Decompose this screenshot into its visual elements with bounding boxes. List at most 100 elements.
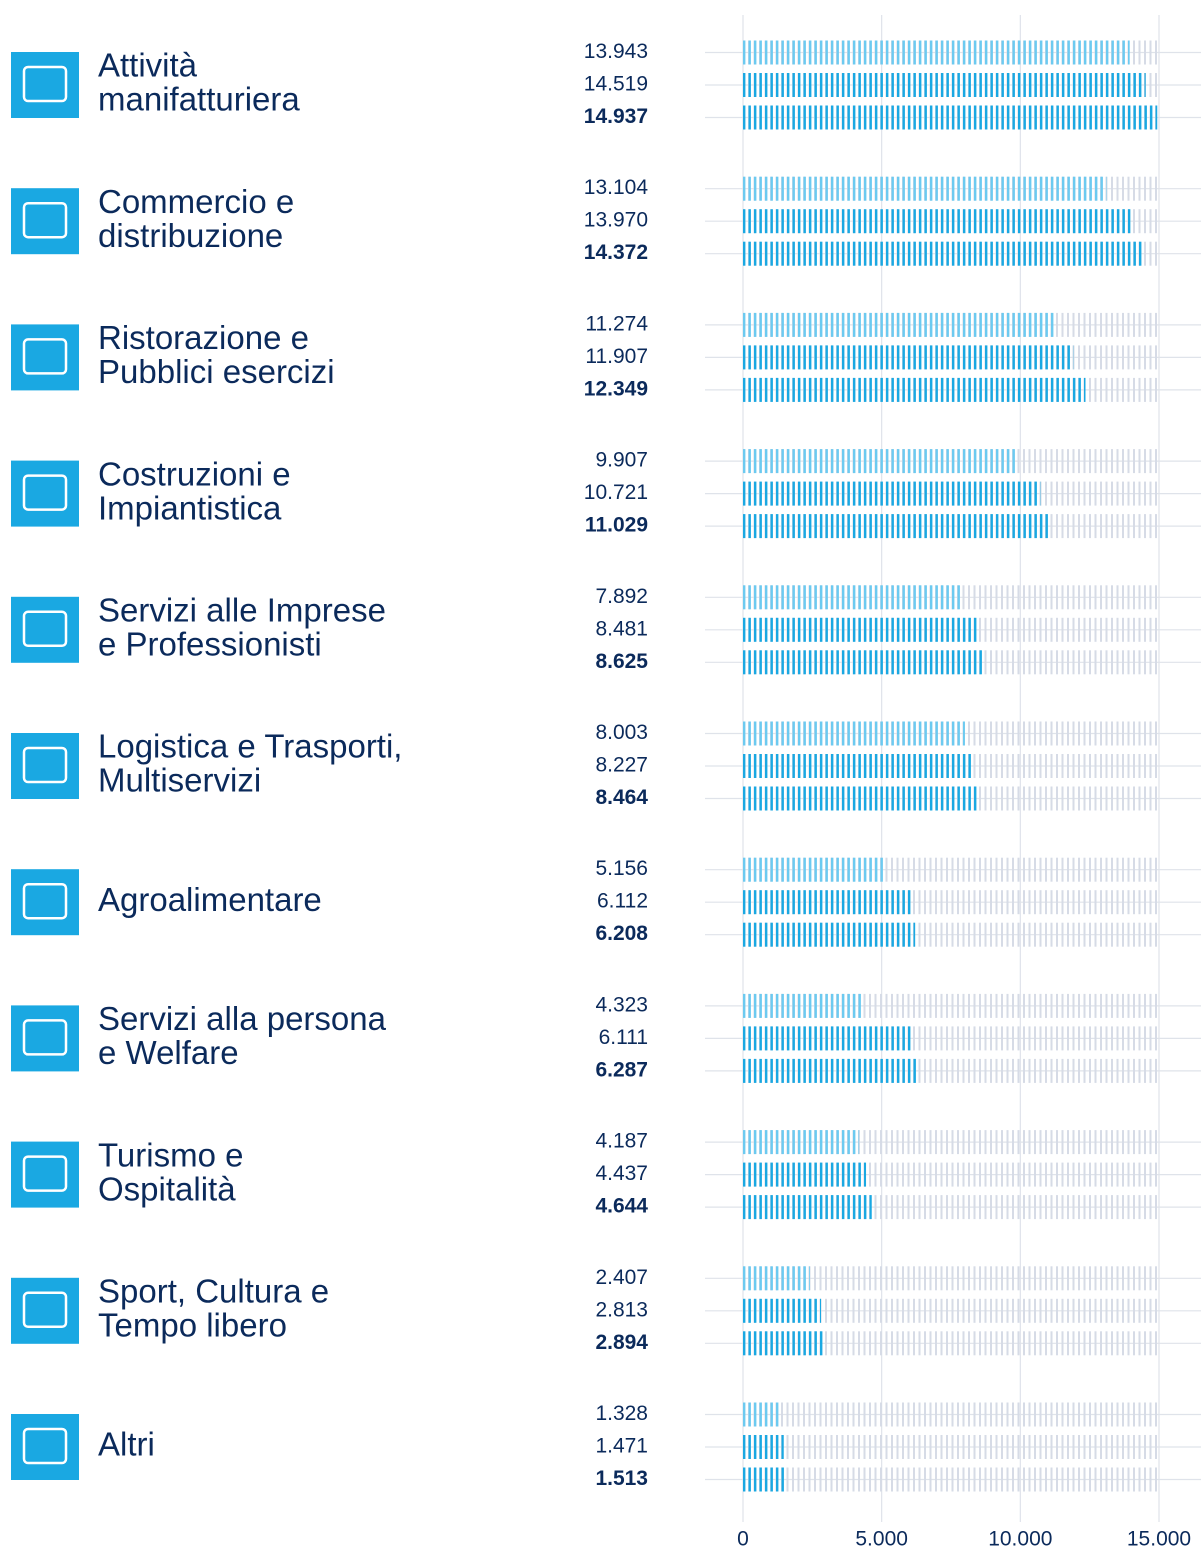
value-label: 11.907 (585, 345, 648, 368)
category-label: Costruzioni e (98, 455, 291, 492)
bar (743, 1266, 810, 1291)
icon-box (11, 324, 79, 391)
value-label: 6.111 (599, 1026, 648, 1049)
icon-box (11, 869, 79, 936)
bar (743, 922, 916, 947)
category-label: e Welfare (98, 1034, 239, 1071)
icon-box (11, 52, 79, 118)
category-label: Servizi alla persona (98, 1000, 387, 1037)
value-label: 6.287 (595, 1058, 648, 1081)
category-label: Sport, Cultura e (98, 1273, 329, 1310)
bar (743, 721, 965, 746)
icon-box (11, 460, 79, 527)
icon-box (11, 596, 79, 663)
category-label: Tempo libero (98, 1307, 287, 1344)
value-label: 13.970 (584, 209, 648, 232)
bar (743, 1402, 780, 1427)
category-label: Ristorazione e (98, 319, 309, 356)
category-label: Pubblici esercizi (98, 353, 335, 390)
bar-track (743, 1435, 1159, 1459)
value-label: 12.349 (584, 377, 648, 400)
value-label: 14.372 (584, 241, 648, 264)
category-icon (11, 324, 79, 391)
value-label: 8.003 (595, 721, 648, 744)
icon-glyph (22, 1427, 68, 1465)
category-icon (11, 188, 79, 255)
x-tick-label: 10.000 (988, 1528, 1052, 1551)
bar (743, 40, 1130, 65)
x-tick-label: 5.000 (855, 1528, 908, 1551)
value-label: 9.907 (595, 449, 648, 472)
category-label: Turismo e (98, 1136, 243, 1173)
bar (743, 890, 913, 915)
bar (743, 617, 979, 642)
bar (743, 312, 1056, 337)
bar (743, 449, 1018, 474)
value-label: 14.937 (584, 105, 648, 128)
value-label: 4.187 (595, 1130, 648, 1153)
value-label: 6.112 (597, 890, 648, 913)
x-tick-label: 15.000 (1127, 1528, 1191, 1551)
bar (743, 105, 1158, 130)
bar (743, 1130, 860, 1155)
bar (743, 377, 1086, 402)
category-icon (11, 596, 79, 663)
value-label: 5.156 (595, 857, 648, 880)
bar (743, 993, 863, 1018)
bar-track (743, 1402, 1159, 1427)
bar (743, 345, 1074, 370)
bar (743, 754, 972, 778)
category-label: Multiservizi (98, 762, 261, 799)
bar (743, 176, 1107, 201)
bar (743, 1026, 913, 1051)
bar-track (743, 1266, 1159, 1291)
bar (743, 481, 1041, 506)
category-label: Ospitalità (98, 1170, 236, 1207)
category-label: Logistica e Trasporti, (98, 728, 402, 765)
category-label: distribuzione (98, 217, 283, 254)
category-icon (11, 1277, 79, 1344)
value-label: 10.721 (584, 481, 648, 504)
category-icon (11, 1005, 79, 1072)
bar (743, 73, 1146, 97)
value-label: 1.471 (595, 1435, 648, 1458)
value-label: 13.943 (584, 40, 648, 63)
value-label: 11.029 (585, 514, 648, 537)
icon-glyph (22, 474, 68, 511)
value-label: 8.625 (595, 650, 648, 673)
value-label: 13.104 (584, 176, 649, 199)
category-label: Attività (98, 47, 198, 84)
category-icon (11, 1414, 79, 1480)
icon-glyph (22, 201, 68, 239)
icon-glyph (22, 65, 68, 103)
value-label: 1.328 (595, 1402, 648, 1425)
icon-glyph (22, 882, 68, 920)
value-label: 2.813 (595, 1298, 648, 1321)
value-label: 4.437 (595, 1162, 648, 1185)
bar (743, 1195, 872, 1220)
icon-glyph (22, 1019, 68, 1056)
category-label: Agroalimentare (98, 881, 322, 918)
x-tick-label: 0 (737, 1528, 749, 1551)
category-label: Impiantistica (98, 489, 282, 526)
icon-glyph (22, 610, 68, 648)
category-icon (11, 733, 79, 799)
value-label: 8.227 (595, 754, 648, 777)
icon-box (11, 188, 79, 255)
value-label: 6.208 (595, 922, 648, 945)
category-label: Altri (98, 1426, 155, 1463)
bar (743, 1298, 822, 1323)
bar (743, 1435, 784, 1459)
value-label: 2.407 (595, 1266, 648, 1289)
bar (743, 1162, 867, 1187)
category-icon (11, 52, 79, 118)
category-icon (11, 460, 79, 527)
value-label: 2.894 (595, 1331, 648, 1354)
icon-box (11, 1414, 79, 1480)
bar-track (743, 1467, 1159, 1492)
bar (743, 209, 1131, 234)
category-label: Commercio e (98, 183, 294, 220)
icon-box (11, 1277, 79, 1344)
bar (743, 585, 962, 610)
